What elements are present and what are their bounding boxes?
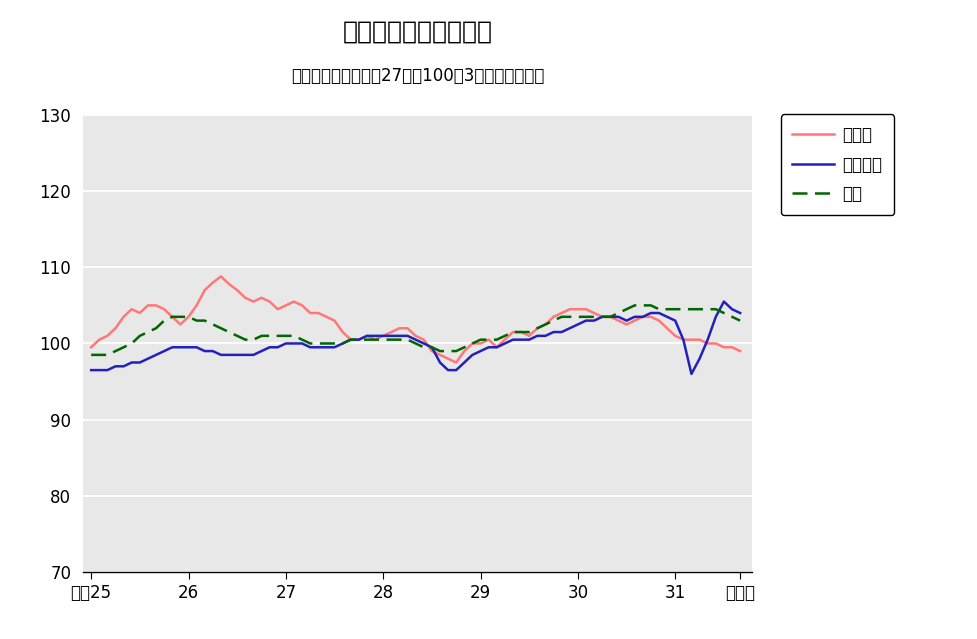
全国 [629,302,641,309]
中国地方 [686,370,698,378]
中国地方 [85,366,97,374]
全国 [443,347,454,355]
全国 [677,305,689,313]
中国地方 [490,343,502,351]
鳥取県 [85,343,97,351]
全国 [564,313,575,321]
全国 [735,317,746,325]
Text: （季節調整済、平成27年＝100、3ヶ月移動平均）: （季節調整済、平成27年＝100、3ヶ月移動平均） [291,67,544,85]
鳥取県 [507,328,519,336]
全国 [490,336,502,344]
鳥取県 [735,347,746,355]
中国地方 [735,309,746,317]
中国地方 [564,325,575,332]
Line: 中国地方: 中国地方 [91,302,741,374]
全国 [613,309,624,317]
鳥取県 [450,358,462,366]
中国地方 [718,298,730,305]
鳥取県 [686,336,698,344]
鳥取県 [458,347,470,355]
鳥取県 [580,305,592,313]
鳥取県 [215,273,227,281]
全国 [654,305,665,313]
中国地方 [669,317,681,325]
Line: 全国: 全国 [91,305,741,355]
全国 [85,351,97,358]
Legend: 鳥取県, 中国地方, 全国: 鳥取県, 中国地方, 全国 [781,114,894,215]
Text: 鉱工業生産指数の推移: 鉱工業生産指数の推移 [343,19,492,43]
中国地方 [613,313,624,321]
中国地方 [645,309,657,317]
Line: 鳥取県: 鳥取県 [91,277,741,362]
中国地方 [443,366,454,374]
鳥取県 [629,317,641,325]
鳥取県 [661,325,673,332]
